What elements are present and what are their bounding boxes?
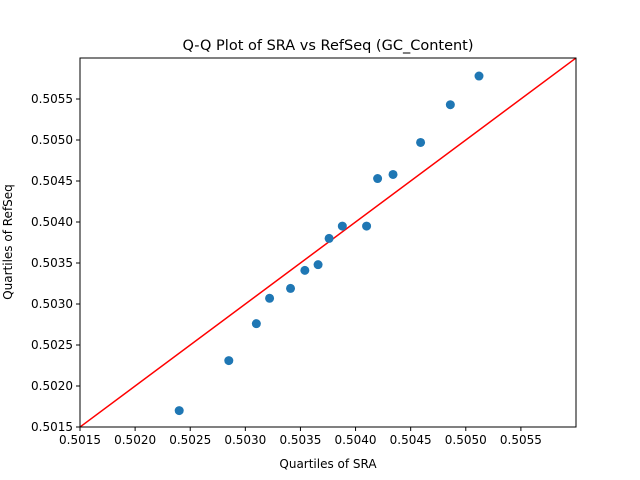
y-tick-label: 0.5020 [31, 379, 73, 393]
data-point-1 [174, 406, 184, 416]
chart-title: Q-Q Plot of SRA vs RefSeq (GC_Content) [182, 38, 473, 54]
data-point-14 [445, 100, 455, 110]
x-tick-label: 0.5040 [335, 433, 377, 447]
data-point-2 [224, 356, 234, 366]
x-axis-label: Quartiles of SRA [279, 457, 377, 471]
y-tick-label: 0.5030 [31, 297, 73, 311]
x-tick-label: 0.5050 [445, 433, 487, 447]
data-points-group [174, 71, 484, 416]
data-point-11 [373, 174, 383, 184]
y-tick-label: 0.5055 [31, 92, 73, 106]
y-tick-label: 0.5040 [31, 215, 73, 229]
data-point-13 [416, 137, 426, 147]
x-tick-label: 0.5055 [500, 433, 542, 447]
data-point-12 [388, 169, 398, 179]
y-tick-label: 0.5035 [31, 256, 73, 270]
x-tick-label: 0.5035 [279, 433, 321, 447]
data-point-10 [362, 221, 372, 231]
data-point-7 [313, 260, 323, 270]
y-tick-label: 0.5050 [31, 133, 73, 147]
data-point-6 [300, 265, 310, 275]
y-tick-label: 0.5045 [31, 174, 73, 188]
x-tick-label: 0.5020 [114, 433, 156, 447]
x-tick-label: 0.5030 [224, 433, 266, 447]
x-axis-ticks: 0.5015 0.5020 0.5025 0.5030 0.5035 0.5040 0.50… [59, 427, 542, 447]
data-point-9 [337, 221, 347, 231]
x-tick-label: 0.5015 [59, 433, 101, 447]
data-point-4 [265, 293, 275, 303]
plot-frame [79, 57, 577, 428]
data-point-5 [286, 283, 296, 293]
data-point-15 [474, 71, 484, 81]
x-tick-label: 0.5025 [169, 433, 211, 447]
y-axis-ticks: 0.5015 0.5020 0.5025 0.5030 0.5035 0.5040 0.50… [31, 92, 80, 434]
y-tick-label: 0.5025 [31, 338, 73, 352]
y-axis-label: Quartiles of RefSeq [1, 184, 15, 300]
y-tick-label: 0.5015 [31, 420, 73, 434]
data-point-3 [251, 319, 261, 329]
data-point-8 [324, 233, 334, 243]
x-tick-label: 0.5045 [390, 433, 432, 447]
